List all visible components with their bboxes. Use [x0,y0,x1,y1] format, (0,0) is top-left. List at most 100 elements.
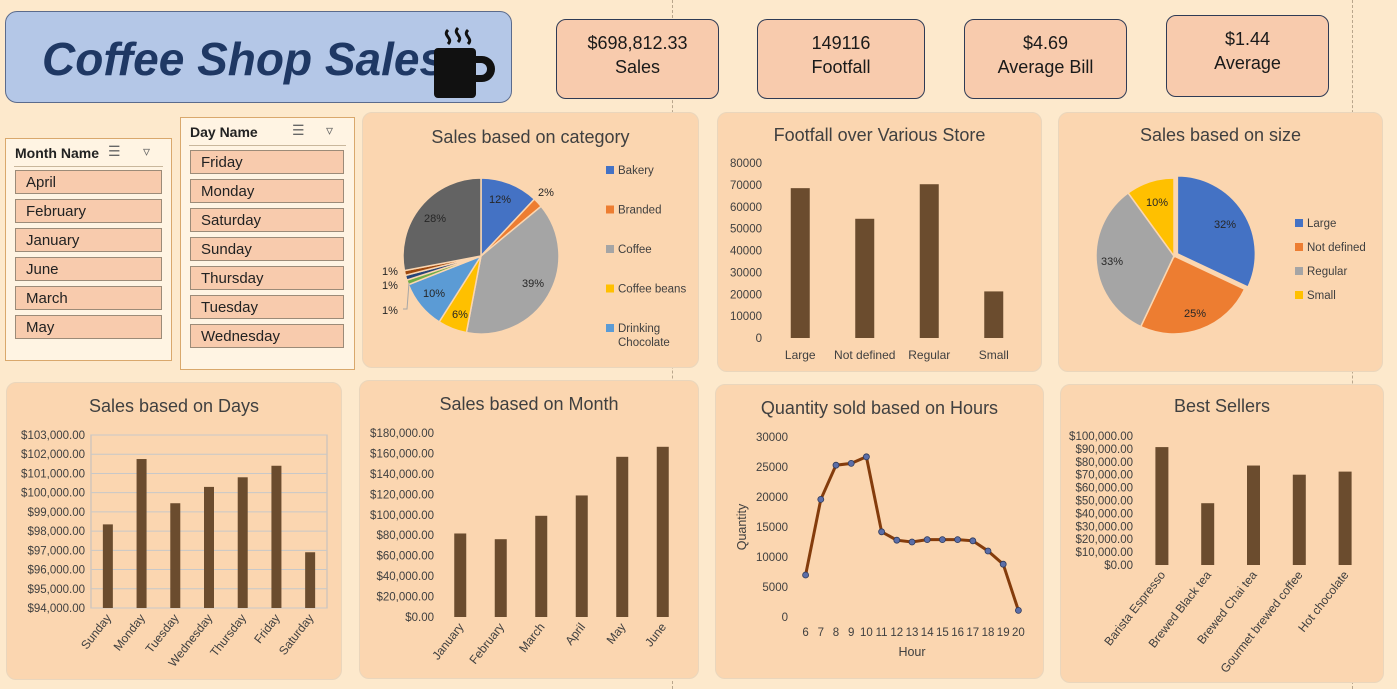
slicer-item-monday[interactable]: Monday [190,179,344,203]
kpi-card-footfall: 149116 Footfall [757,19,925,99]
y-tick-label: 50000 [730,224,762,236]
y-tick-label: $160,000.00 [370,448,434,460]
chart-title: Sales based on Month [439,394,619,414]
pie-data-label: 1% [382,305,398,317]
legend-label: Chocolate [618,337,670,349]
y-tick-label: $95,000.00 [27,584,85,596]
y-tick-label: $180,000.00 [370,428,434,440]
x-tick-label: 14 [921,627,934,639]
legend-swatch [1295,291,1303,299]
x-tick-label: 15 [936,627,949,639]
kpi-value: $698,812.33 [587,33,688,53]
legend-swatch [606,284,614,293]
slicer-item-march[interactable]: March [15,286,162,310]
coffee-mug-icon [434,26,495,98]
clear-filter-icon[interactable]: ▿ [143,143,151,159]
slicer-item-friday[interactable]: Friday [190,150,344,174]
pie-data-label: 10% [423,288,445,300]
bar [535,515,548,617]
y-tick-label: $100,000.00 [370,510,434,522]
x-tick-label: 18 [982,627,995,639]
x-tick-label: Not defined [834,348,895,362]
bar [1201,503,1215,565]
pie-slice [1176,175,1257,289]
pie-data-label: 2% [538,187,554,199]
legend-label: Coffee beans [618,284,686,296]
slicer-item-june[interactable]: June [15,257,162,281]
multi-select-icon[interactable]: ☰ [108,143,121,159]
data-point [893,536,901,544]
slicer-item-january[interactable]: January [15,228,162,252]
y-tick-label: 40000 [730,246,762,258]
y-tick-label: 70000 [730,180,762,192]
category-pie-chart: 12% 2% 39% 6% 10% 1% 1% 1% 28% Bakery Branded Coffe… [382,165,686,349]
chart-month-panel: Sales based on Month $0.00 $20,000.00 $40,… [359,380,699,679]
kpi-label: Sales [614,57,661,77]
pie-slice [1139,255,1246,335]
bar [102,524,113,608]
y-tick-label: $70,000.00 [1075,470,1133,482]
bar [790,188,810,338]
slicer-item-tuesday[interactable]: Tuesday [190,295,344,319]
dashboard-title: Coffee Shop Sales [42,33,446,85]
pie-data-label: 25% [1184,308,1206,320]
y-tick-label: $140,000.00 [370,469,434,481]
slicer-divider [14,166,163,167]
y-tick-label: $20,000.00 [376,592,434,604]
y-tick-label: 5000 [762,582,788,594]
slicer-item-thursday[interactable]: Thursday [190,266,344,290]
slicer-item-may[interactable]: May [15,315,162,339]
x-tick-label: 17 [966,627,979,639]
data-point [938,536,946,544]
legend-swatch [606,245,614,253]
x-tick-label: February [467,620,508,666]
kpi-value: 149116 [811,33,871,53]
month-slicer-title: Month Name [15,145,99,161]
y-tick-label: $103,000.00 [21,430,85,442]
y-tick-label: $100,000.00 [21,488,85,500]
legend-swatch [1295,219,1303,227]
data-point [969,537,977,545]
chart-footfall-panel: Footfall over Various Store 0 10000 20000 3… [717,112,1042,372]
slicer-item-sunday[interactable]: Sunday [190,237,344,261]
bar [136,459,147,608]
y-tick-label: $40,000.00 [376,571,434,583]
x-tick-label: Friday [251,611,283,646]
multi-select-icon[interactable]: ☰ [292,122,305,138]
legend-label: Branded [618,205,661,217]
y-tick-label: 30000 [730,267,762,279]
x-tick-label: Small [979,348,1009,362]
leader-line [403,282,410,310]
days-bar-chart: $94,000.00 $95,000.00 $96,000.00 $97,000.00… [21,430,328,670]
y-tick-label: 0 [756,333,762,345]
day-slicer: Day Name ☰ ▿ Friday Monday Saturday Sund… [180,117,355,370]
slicer-item-february[interactable]: February [15,199,162,223]
clear-filter-icon[interactable]: ▿ [326,122,334,138]
month-bar-chart: $0.00 $20,000.00 $40,000.00 $60,000.00 $80,0… [370,428,669,667]
pie-data-label: 6% [452,309,468,321]
slicer-item-april[interactable]: April [15,170,162,194]
x-tick-label: May [604,620,629,646]
legend-swatch [1295,243,1303,251]
y-tick-label: $50,000.00 [1075,496,1133,508]
x-tick-label: 10 [860,627,873,639]
slicer-item-saturday[interactable]: Saturday [190,208,344,232]
y-tick-label: 20000 [756,492,788,504]
kpi-value: $4.69 [1022,33,1069,53]
month-slicer: Month Name ☰ ▿ April February January Ju… [5,138,172,361]
data-point [954,536,962,544]
y-tick-label: $97,000.00 [27,545,85,557]
legend-label: Regular [1307,266,1347,278]
y-tick-label: 10000 [730,311,762,323]
chart-title: Footfall over Various Store [773,125,986,145]
x-tick-label: Regular [908,348,950,362]
x-tick-label: 7 [818,627,824,639]
y-tick-label: $99,000.00 [27,507,85,519]
pie-data-label: 39% [522,278,544,290]
bar [616,456,629,617]
chart-size-panel: Sales based on size 32% 25% 33% 10% Large Not… [1058,112,1383,372]
kpi-label: Average [1214,53,1281,73]
slicer-item-wednesday[interactable]: Wednesday [190,324,344,348]
pie-slice [1127,177,1175,259]
data-point [802,571,809,579]
